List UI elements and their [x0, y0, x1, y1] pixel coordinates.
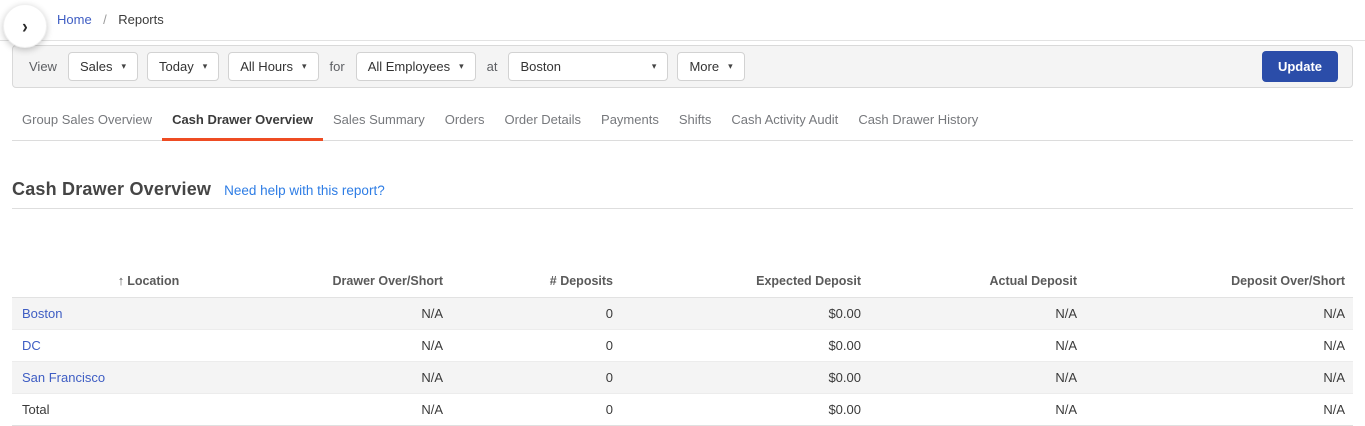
value-cell: N/A [1085, 361, 1353, 394]
value-cell: 0 [451, 329, 621, 362]
table-row: DC N/A 0 $0.00 N/A N/A [12, 329, 1353, 362]
value-cell: N/A [1085, 393, 1353, 426]
column-header-drawer-over-short[interactable]: Drawer Over/Short [285, 264, 451, 298]
tab-payments[interactable]: Payments [601, 112, 659, 127]
tab-orders[interactable]: Orders [444, 112, 485, 127]
report-type-dropdown[interactable]: Sales ▾ [67, 52, 139, 81]
sort-ascending-icon: ↑ [117, 273, 125, 288]
value-cell: N/A [869, 393, 1085, 426]
more-dropdown[interactable]: More ▾ [677, 52, 745, 81]
title-divider [12, 208, 1353, 209]
location-value: Boston [520, 59, 561, 74]
tab-group-sales-overview[interactable]: Group Sales Overview [22, 112, 153, 127]
value-cell: 0 [451, 361, 621, 394]
value-cell: N/A [285, 361, 451, 394]
value-cell: $0.00 [621, 361, 869, 394]
report-filter-bar: View Sales ▾ Today ▾ All Hours ▾ for All… [12, 45, 1353, 88]
value-cell: N/A [1085, 329, 1353, 362]
column-header-deposit-over-short[interactable]: Deposit Over/Short [1085, 264, 1353, 298]
value-cell: N/A [285, 393, 451, 426]
value-cell: N/A [869, 329, 1085, 362]
hours-value: All Hours [240, 59, 293, 74]
table-row: San Francisco N/A 0 $0.00 N/A N/A [12, 361, 1353, 394]
sidebar-expand-button[interactable]: › [3, 4, 47, 48]
location-link[interactable]: San Francisco [22, 370, 106, 385]
page-title: Cash Drawer Overview [12, 179, 212, 199]
chevron-down-icon: ▾ [202, 61, 208, 71]
location-cell: San Francisco [12, 361, 285, 394]
breadcrumb-separator: / [103, 12, 107, 27]
for-label: for [329, 59, 345, 74]
column-header-label: Location [127, 274, 180, 288]
location-cell: Boston [12, 297, 285, 330]
employees-value: All Employees [367, 59, 451, 74]
update-button[interactable]: Update [1261, 51, 1338, 82]
value-cell: 0 [451, 393, 621, 426]
tab-cash-drawer-history[interactable]: Cash Drawer History [858, 112, 979, 127]
value-cell: N/A [1085, 297, 1353, 330]
value-cell: N/A [869, 297, 1085, 330]
location-link[interactable]: DC [22, 338, 41, 353]
at-label: at [486, 59, 498, 74]
table-row: Boston N/A 0 $0.00 N/A N/A [12, 297, 1353, 330]
view-label: View [29, 59, 57, 74]
report-type-value: Sales [79, 59, 113, 74]
breadcrumb-current: Reports [118, 12, 164, 27]
value-cell: N/A [869, 361, 1085, 394]
chevron-down-icon: ▾ [302, 61, 307, 71]
column-header-expected-deposit[interactable]: Expected Deposit [621, 264, 869, 298]
tab-cash-activity-audit[interactable]: Cash Activity Audit [731, 112, 839, 127]
table-header-row: ↑ Location Drawer Over/Short # Deposits Expe… [12, 264, 1353, 298]
report-tabs: Group Sales Overview Cash Drawer Overview… [12, 98, 1353, 141]
location-link[interactable]: Boston [22, 306, 63, 321]
value-cell: N/A [285, 297, 451, 330]
date-range-value: Today [159, 59, 194, 74]
date-range-dropdown[interactable]: Today ▾ [147, 52, 220, 81]
chevron-down-icon: ▾ [121, 61, 127, 71]
location-dropdown[interactable]: Boston ▾ [508, 52, 669, 81]
table-row: Total N/A 0 $0.00 N/A N/A [12, 393, 1353, 426]
location-cell: DC [12, 329, 285, 362]
help-link[interactable]: Need help with this report? [224, 183, 385, 198]
chevron-right-icon: › [22, 15, 28, 37]
breadcrumb: › Home / Reports [0, 0, 1365, 48]
chevron-down-icon: ▾ [459, 61, 464, 71]
tab-sales-summary[interactable]: Sales Summary [332, 112, 425, 127]
value-cell: $0.00 [621, 393, 869, 426]
breadcrumb-trail: Home / Reports [57, 11, 164, 29]
location-cell: Total [12, 393, 285, 426]
column-header--deposits[interactable]: # Deposits [451, 264, 621, 298]
chevron-down-icon: ▾ [651, 61, 657, 71]
value-cell: N/A [285, 329, 451, 362]
employees-dropdown[interactable]: All Employees ▾ [355, 52, 476, 81]
cash-drawer-table: ↑ Location Drawer Over/Short # Deposits Expe… [12, 264, 1353, 426]
column-header-actual-deposit[interactable]: Actual Deposit [869, 264, 1085, 298]
more-value: More [689, 59, 720, 74]
tab-shifts[interactable]: Shifts [678, 112, 712, 127]
value-cell: $0.00 [621, 329, 869, 362]
value-cell: 0 [451, 297, 621, 330]
column-header-location[interactable]: ↑ Location [12, 264, 285, 298]
breadcrumb-home-link[interactable]: Home [57, 12, 92, 27]
tab-order-details[interactable]: Order Details [504, 112, 582, 127]
value-cell: $0.00 [621, 297, 869, 330]
tab-cash-drawer-overview[interactable]: Cash Drawer Overview [162, 98, 323, 141]
chevron-down-icon: ▾ [728, 61, 733, 71]
hours-dropdown[interactable]: All Hours ▾ [228, 52, 319, 81]
page-title-row: Cash Drawer Overview Need help with this… [12, 179, 1353, 200]
